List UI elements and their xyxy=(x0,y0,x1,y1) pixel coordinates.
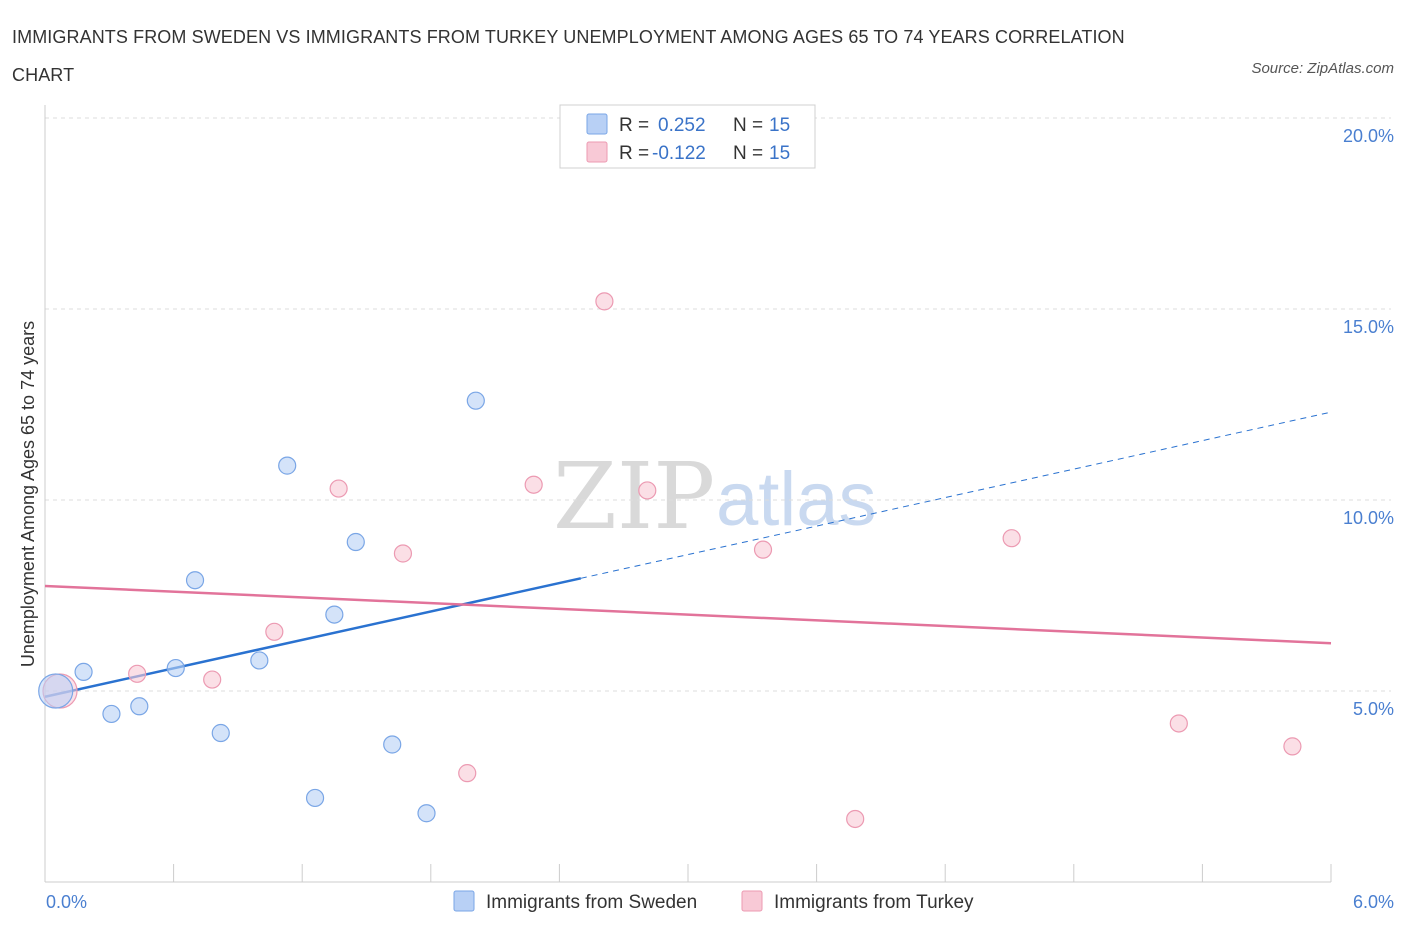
point-turkey xyxy=(638,481,657,500)
series-legend-swatch-sweden xyxy=(453,890,475,912)
point-turkey xyxy=(203,670,222,689)
legend-n-value-turkey: 15 xyxy=(769,143,790,164)
y-tick-label: 10.0% xyxy=(1343,508,1394,528)
point-sweden xyxy=(383,735,402,754)
point-turkey xyxy=(753,540,773,559)
point-sweden xyxy=(466,391,485,410)
watermark-zip: ZIP xyxy=(553,443,715,550)
point-sweden xyxy=(38,673,74,709)
watermark-atlas: atlas xyxy=(716,457,877,542)
legend-r-label-turkey: R = xyxy=(619,143,649,164)
x-tick-label-min: 0.0% xyxy=(46,892,87,912)
point-sweden xyxy=(250,651,269,670)
y-axis-label: Unemployment Among Ages 65 to 74 years xyxy=(18,321,38,667)
point-turkey xyxy=(329,479,348,498)
point-sweden xyxy=(305,788,325,808)
legend-n-label-sweden: N = xyxy=(733,115,763,136)
legend-swatch-sweden xyxy=(586,113,608,135)
series-legend-swatch-turkey xyxy=(741,890,763,912)
point-turkey xyxy=(846,809,865,829)
point-turkey xyxy=(1002,529,1021,548)
correlation-legend: R = 0.252 N = 15 R = -0.122 N = 15 xyxy=(559,104,816,169)
legend-r-value-turkey: -0.122 xyxy=(652,143,706,164)
y-tick-label: 5.0% xyxy=(1353,699,1394,719)
legend-swatch-turkey xyxy=(586,141,608,163)
legend-n-label-turkey: N = xyxy=(733,143,763,164)
axes: 5.0% 10.0% 15.0% 20.0% xyxy=(44,105,1394,883)
point-turkey xyxy=(393,544,413,563)
point-sweden xyxy=(417,804,436,823)
trend-line-sweden-extension xyxy=(580,411,1332,579)
point-sweden xyxy=(74,662,93,682)
legend-n-value-sweden: 15 xyxy=(769,115,790,136)
series-legend: Immigrants from Sweden Immigrants from T… xyxy=(453,890,974,913)
point-turkey xyxy=(595,292,614,311)
trend-line-sweden xyxy=(44,577,582,698)
trend-line-turkey xyxy=(44,584,1332,645)
data-points xyxy=(38,292,1302,829)
point-turkey xyxy=(524,475,543,494)
point-sweden xyxy=(185,571,205,590)
point-sweden xyxy=(325,605,344,624)
point-turkey xyxy=(128,664,147,683)
point-sweden xyxy=(211,723,230,743)
point-turkey xyxy=(1283,737,1302,756)
point-turkey xyxy=(458,764,477,783)
point-sweden xyxy=(346,532,365,552)
y-tick-label: 15.0% xyxy=(1343,317,1394,337)
point-sweden xyxy=(166,658,185,678)
grid-lines xyxy=(45,117,1391,692)
point-sweden xyxy=(278,456,297,475)
chart-title: IMMIGRANTS FROM SWEDEN VS IMMIGRANTS FRO… xyxy=(12,27,1125,85)
legend-r-label-sweden: R = xyxy=(619,115,649,136)
legend-r-value-sweden: 0.252 xyxy=(658,115,706,136)
point-sweden xyxy=(130,697,149,716)
point-turkey xyxy=(1169,714,1188,733)
series-legend-label-turkey: Immigrants from Turkey xyxy=(774,892,974,913)
x-tick-label-max: 6.0% xyxy=(1353,892,1394,912)
series-legend-label-sweden: Immigrants from Sweden xyxy=(486,892,697,913)
y-tick-label: 20.0% xyxy=(1343,126,1394,146)
point-sweden xyxy=(102,704,121,724)
point-turkey xyxy=(265,622,284,641)
source-label: Source: ZipAtlas.com xyxy=(1251,60,1394,77)
